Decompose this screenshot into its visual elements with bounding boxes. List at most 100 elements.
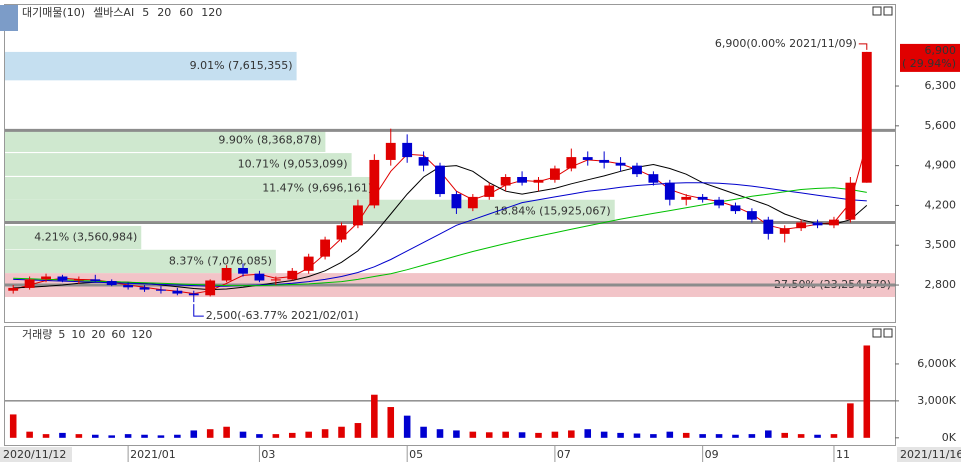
profile-band	[5, 177, 377, 200]
candle-body	[681, 196, 692, 200]
candle-body	[845, 182, 856, 220]
price-tag	[900, 43, 960, 72]
profile-label: 8.37% (7,076,085)	[169, 254, 272, 267]
volume-bar	[600, 431, 608, 438]
volume-bar	[108, 435, 115, 438]
candle-body	[205, 280, 216, 296]
y-tick-label: 6,000K	[917, 357, 956, 370]
volume-bar	[420, 426, 427, 438]
candle-body	[533, 179, 544, 183]
volume-bar	[92, 434, 99, 438]
candle-body	[156, 289, 166, 291]
volume-bar	[650, 434, 657, 438]
candle-body	[829, 219, 839, 226]
volume-bar	[371, 394, 378, 438]
profile-band	[5, 51, 297, 81]
volume-bar	[814, 434, 821, 438]
profile-label: 10.71% (9,053,099)	[238, 157, 348, 170]
candle-body	[517, 177, 527, 183]
high-arrow	[858, 43, 868, 50]
candle-body	[418, 157, 429, 166]
candle-body	[90, 279, 101, 282]
volume-bar	[124, 434, 132, 438]
volume-bar	[272, 434, 280, 438]
candle-body	[24, 279, 35, 288]
candle-body	[664, 182, 675, 200]
volume-legend-item: 120	[131, 328, 152, 341]
volume-panel-frame	[4, 326, 896, 446]
volume-bar	[338, 426, 345, 438]
candle-body	[796, 222, 807, 229]
candle-body	[172, 290, 183, 294]
profile-band	[5, 249, 276, 274]
candle-body	[763, 219, 774, 234]
volume-bar	[847, 403, 854, 438]
volume-legend-item: 5	[58, 328, 65, 341]
profile-label: 9.01% (7,615,355)	[190, 59, 293, 72]
volume-bar	[863, 345, 871, 438]
volume-bar	[75, 434, 83, 438]
candle-body	[270, 279, 281, 281]
volume-bar	[157, 435, 165, 438]
close-button[interactable]	[883, 328, 893, 338]
candle-body	[566, 157, 577, 169]
volume-legend-item: 20	[91, 328, 105, 341]
candle-body	[697, 196, 708, 200]
price-tag-change: ( 29.94%)	[902, 57, 956, 70]
candle-body	[221, 267, 232, 281]
candle-body	[779, 228, 790, 234]
candle-body	[500, 177, 511, 186]
volume-bar	[288, 432, 296, 438]
candle-body	[467, 196, 478, 209]
volume-bar	[765, 430, 772, 438]
low-annotation: 2,500(-63.77% 2021/02/01)	[206, 309, 359, 322]
candle-body	[238, 267, 248, 274]
y-tick-label: 3,000K	[917, 394, 956, 407]
volume-bar	[617, 432, 624, 438]
x-tick-label: 03	[261, 448, 275, 461]
candle-body	[188, 293, 199, 296]
candle-body	[73, 279, 84, 281]
profile-band	[5, 129, 326, 152]
y-tick-label: 4,900	[925, 159, 957, 172]
candle-body	[582, 157, 593, 160]
candle-body	[714, 199, 724, 206]
legend-item: 5	[142, 6, 149, 19]
candle-body	[435, 165, 445, 195]
candle-body	[287, 270, 298, 280]
candle-body	[632, 165, 642, 175]
low-arrow	[193, 304, 204, 317]
candle-body	[648, 174, 659, 183]
candle-body	[484, 185, 495, 197]
start-date: 2020/11/12	[3, 448, 66, 461]
volume-bar	[666, 431, 674, 438]
maximize-button[interactable]	[872, 6, 882, 16]
profile-label: 11.47% (9,696,161)	[262, 181, 372, 194]
x-tick-label: 11	[836, 448, 850, 461]
y-tick-label: 4,200	[925, 198, 957, 211]
candle-body	[353, 205, 363, 226]
maximize-button[interactable]	[872, 328, 882, 338]
profile-label: 9.90% (8,368,878)	[218, 134, 321, 147]
volume-bar	[26, 431, 33, 438]
side-button[interactable]	[0, 5, 18, 31]
volume-bar	[141, 434, 148, 438]
candle-body	[451, 194, 462, 209]
candle-body	[599, 159, 610, 163]
candle-body	[369, 159, 380, 206]
volume-bar	[190, 430, 198, 438]
close-button[interactable]	[883, 6, 893, 16]
candle-body	[254, 273, 265, 281]
candle-body	[320, 239, 331, 257]
volume-bar	[633, 433, 641, 438]
volume-bar	[715, 434, 723, 438]
legend-name: 셀바스AI	[93, 6, 134, 19]
date-box	[897, 447, 961, 462]
y-tick-label: 2,800	[925, 278, 957, 291]
legend-item: 120	[201, 6, 222, 19]
volume-bar	[502, 431, 509, 438]
y-tick-label: 3,500	[925, 238, 957, 251]
x-tick-label: 2021/01	[130, 448, 176, 461]
x-tick-label: 09	[705, 448, 719, 461]
volume-bar	[584, 429, 592, 438]
